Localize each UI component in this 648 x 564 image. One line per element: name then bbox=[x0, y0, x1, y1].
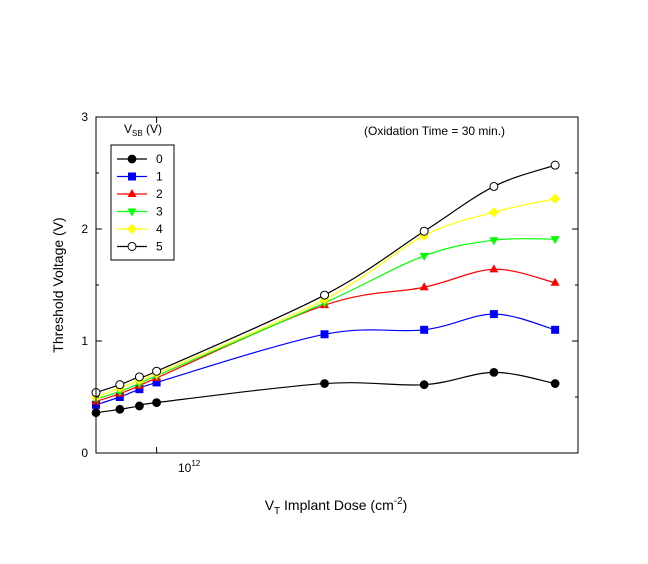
data-point-series-4 bbox=[550, 193, 561, 204]
data-point-series-1 bbox=[551, 325, 560, 334]
series-line-1 bbox=[95, 313, 556, 406]
data-point-series-1 bbox=[115, 393, 124, 401]
legend-label-4: 4 bbox=[156, 222, 163, 236]
legend-label-3: 3 bbox=[156, 205, 163, 219]
legend-marker-1 bbox=[128, 172, 136, 181]
legend-marker-0 bbox=[127, 154, 137, 164]
data-point-series-0 bbox=[135, 401, 144, 411]
legend-title: VSB (V) bbox=[124, 122, 162, 138]
data-point-series-3 bbox=[489, 237, 499, 246]
series-line-5 bbox=[95, 164, 556, 394]
legend-marker-4 bbox=[127, 224, 137, 234]
data-point-series-0 bbox=[489, 367, 499, 377]
data-point-series-5 bbox=[550, 160, 560, 170]
data-point-series-1 bbox=[420, 325, 429, 334]
legend-marker-3 bbox=[127, 208, 137, 217]
legend-label-1: 1 bbox=[156, 170, 163, 184]
y-axis-label: Threshold Voltage (V) bbox=[50, 217, 66, 352]
data-point-series-5 bbox=[419, 226, 429, 236]
legend-label-2: 2 bbox=[156, 187, 163, 201]
y-tick-label: 0 bbox=[81, 446, 88, 460]
y-tick-label: 2 bbox=[81, 222, 88, 236]
data-point-series-5 bbox=[115, 380, 125, 390]
data-point-series-1 bbox=[489, 310, 498, 319]
legend-marker-5 bbox=[127, 242, 137, 251]
data-point-series-0 bbox=[115, 404, 125, 414]
series-line-4 bbox=[95, 198, 556, 398]
data-point-series-0 bbox=[152, 398, 161, 408]
legend-marker-2 bbox=[127, 189, 137, 197]
legend-label-0: 0 bbox=[156, 152, 163, 166]
data-point-series-4 bbox=[488, 207, 499, 218]
series-line-0 bbox=[95, 371, 556, 414]
series-line-3 bbox=[95, 238, 556, 400]
data-point-series-0 bbox=[550, 379, 560, 388]
data-point-series-2 bbox=[489, 264, 499, 273]
data-point-series-3 bbox=[550, 236, 560, 245]
data-point-series-5 bbox=[489, 181, 499, 191]
data-point-series-2 bbox=[419, 282, 429, 291]
data-point-series-1 bbox=[135, 385, 144, 394]
y-tick-label: 3 bbox=[81, 110, 88, 124]
x-axis-label: VT Implant Dose (cm-2) bbox=[265, 496, 408, 517]
data-point-series-1 bbox=[152, 378, 161, 387]
data-point-series-0 bbox=[320, 379, 329, 388]
legend-label-5: 5 bbox=[156, 240, 163, 254]
data-point-series-1 bbox=[320, 330, 329, 339]
y-tick-label: 1 bbox=[81, 334, 88, 348]
annotation-oxidation-time: (Oxidation Time = 30 min.) bbox=[364, 124, 505, 138]
x-tick-label: 1012 bbox=[178, 459, 201, 475]
data-point-series-5 bbox=[152, 366, 162, 376]
data-point-series-0 bbox=[419, 380, 429, 390]
data-point-series-2 bbox=[550, 277, 560, 286]
data-point-series-5 bbox=[134, 372, 144, 382]
data-point-series-5 bbox=[320, 290, 330, 300]
data-point-series-3 bbox=[419, 252, 429, 261]
legend-box bbox=[110, 144, 175, 261]
